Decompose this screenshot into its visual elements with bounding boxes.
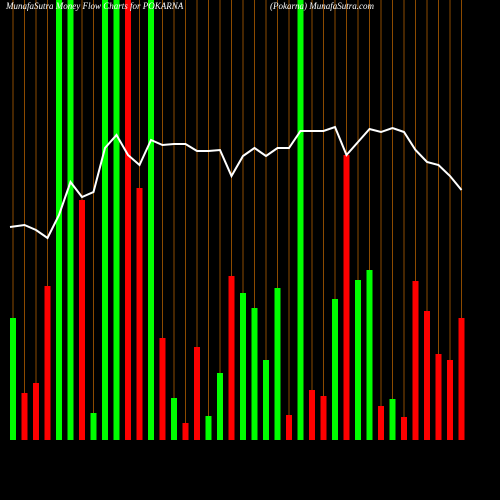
- bar: [159, 338, 166, 440]
- bar: [343, 155, 350, 440]
- bar: [389, 399, 396, 440]
- bar: [320, 396, 327, 440]
- bar: [148, 0, 154, 440]
- bar: [182, 423, 189, 440]
- bar: [251, 308, 258, 440]
- bar: [274, 288, 281, 440]
- bar: [125, 0, 131, 440]
- bar: [263, 360, 269, 440]
- bar: [56, 0, 62, 440]
- bar: [194, 347, 200, 440]
- bar: [458, 318, 465, 440]
- bar: [332, 299, 338, 440]
- bar: [286, 415, 292, 440]
- bar: [366, 270, 373, 440]
- plot: [9, 0, 465, 440]
- bar: [21, 393, 28, 440]
- bar: [113, 0, 120, 440]
- bar: [355, 280, 361, 440]
- money-flow-line: [9, 125, 463, 240]
- bar: [79, 200, 85, 440]
- bar: [10, 318, 16, 440]
- bar: [217, 373, 223, 440]
- bar: [435, 354, 442, 440]
- bar: [90, 413, 97, 440]
- bar: [33, 383, 39, 440]
- bar: [136, 188, 143, 440]
- bar: [309, 390, 315, 440]
- bar: [412, 281, 419, 440]
- bar: [205, 416, 212, 440]
- bar: [424, 311, 430, 440]
- chart-title: MunafaSutra Money Flow Charts for POKARN…: [5, 1, 184, 11]
- chart-subtitle: (Pokarna) MunafaSutra.com: [270, 1, 374, 11]
- bar: [102, 0, 108, 440]
- bar: [228, 276, 235, 440]
- bar: [240, 293, 246, 440]
- bar: [447, 360, 453, 440]
- bar: [171, 398, 177, 440]
- bar: [401, 417, 407, 440]
- bar: [378, 406, 384, 440]
- bar: [44, 286, 51, 440]
- bar: [297, 0, 304, 440]
- bar: [67, 0, 74, 440]
